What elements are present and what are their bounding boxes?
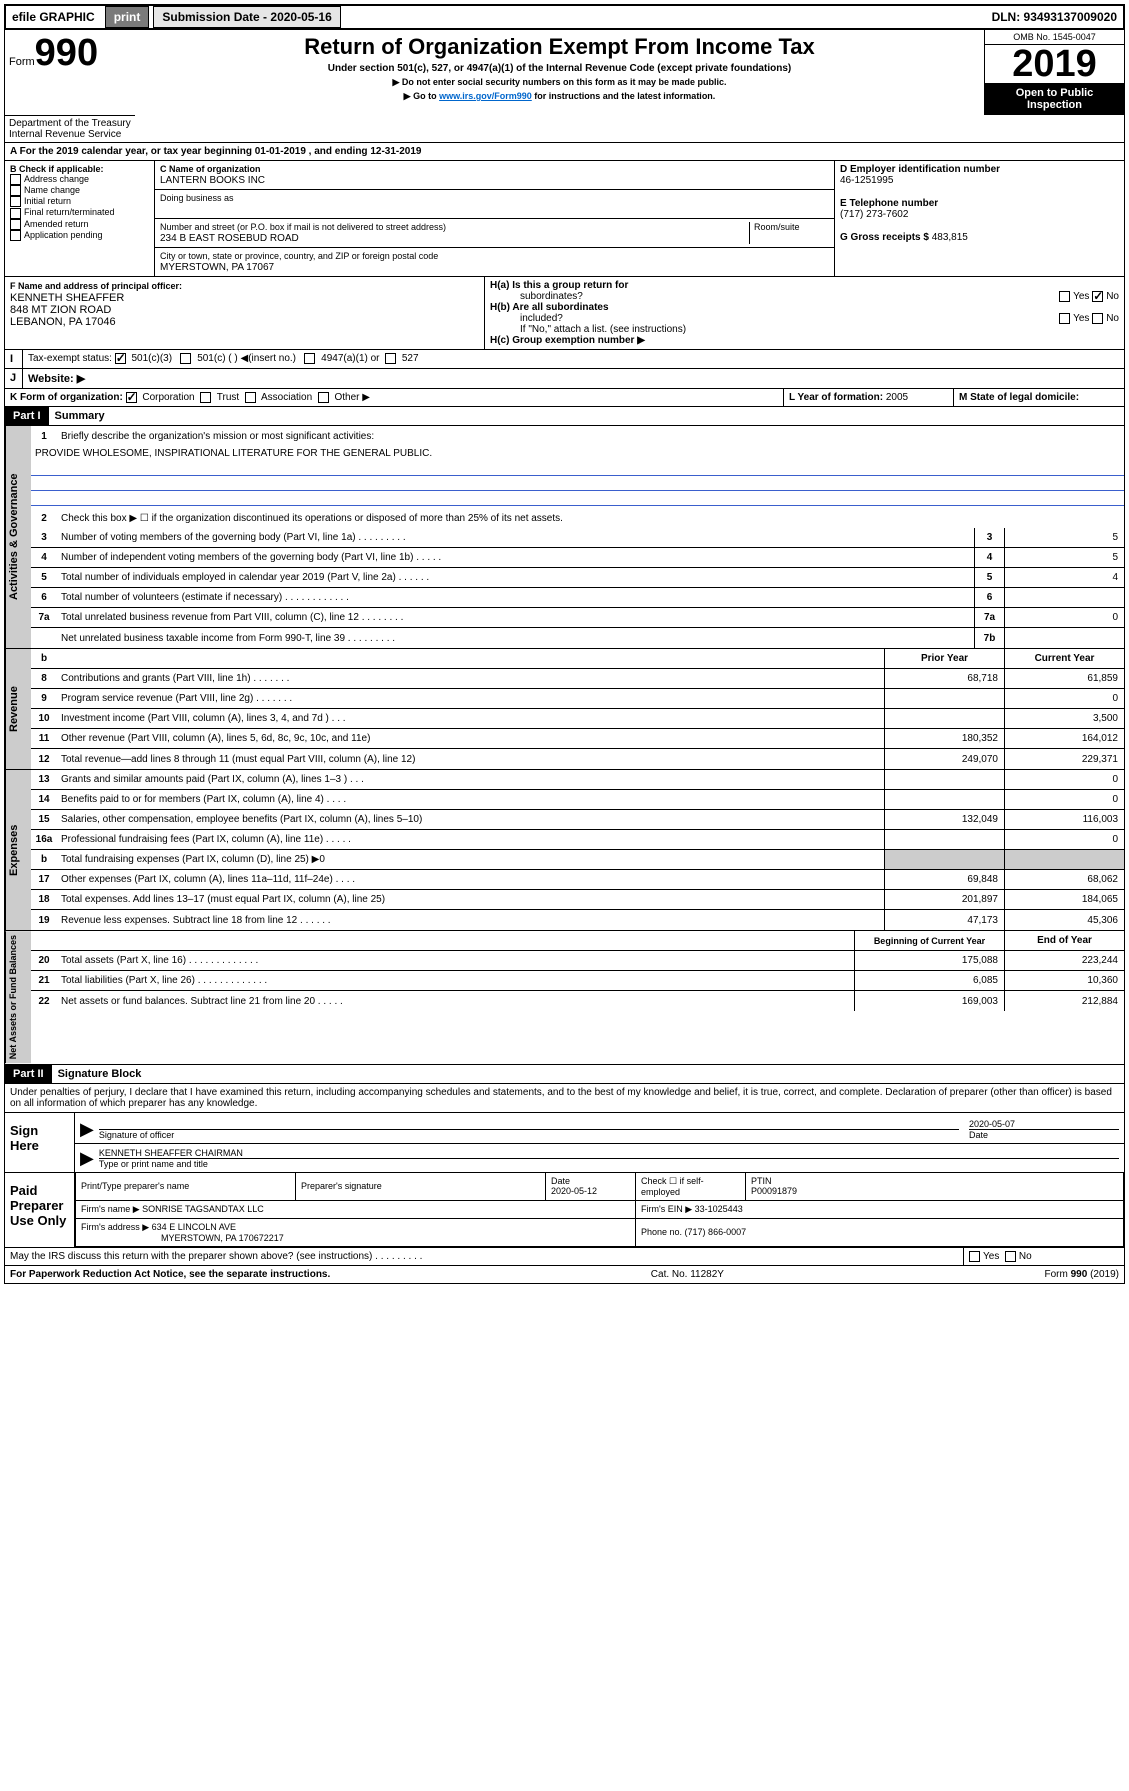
side-net: Net Assets or Fund Balances [5, 931, 31, 1063]
topbar: efile GRAPHIC print Submission Date - 20… [4, 4, 1125, 30]
perjury-text: Under penalties of perjury, I declare th… [4, 1084, 1125, 1113]
year-block: OMB No. 1545-0047 2019 Open to PublicIns… [984, 30, 1124, 115]
box-i: Tax-exempt status: 501(c)(3) 501(c) ( ) … [23, 350, 1124, 368]
side-expenses: Expenses [5, 770, 31, 930]
pra-notice: For Paperwork Reduction Act Notice, see … [10, 1269, 330, 1280]
form-footer: Form 990 (2019) [1045, 1269, 1119, 1280]
mission: PROVIDE WHOLESOME, INSPIRATIONAL LITERAT… [31, 446, 1124, 461]
part2-badge: Part II [5, 1065, 52, 1083]
efile-label: efile GRAPHIC [6, 7, 101, 27]
preparer-table: Print/Type preparer's namePreparer's sig… [75, 1173, 1124, 1247]
box-l: L Year of formation: 2005 [784, 389, 954, 406]
dln: DLN: 93493137009020 [986, 7, 1123, 27]
sign-here-label: Sign Here [5, 1113, 75, 1172]
box-j: Website: ▶ [23, 369, 1124, 388]
box-k: K Form of organization: Corporation Trus… [5, 389, 784, 406]
submission-date: Submission Date - 2020-05-16 [153, 6, 340, 28]
print-button[interactable]: print [105, 6, 150, 28]
box-h: H(a) Is this a group return for subordin… [485, 277, 1124, 349]
box-m: M State of legal domicile: [954, 389, 1124, 406]
paid-preparer-label: Paid Preparer Use Only [5, 1173, 75, 1247]
form-id-block: Form990 [5, 30, 135, 115]
box-b: B Check if applicable: Address change Na… [5, 161, 155, 276]
form-title-block: Return of Organization Exempt From Incom… [135, 30, 984, 115]
form-title: Return of Organization Exempt From Incom… [139, 34, 980, 60]
irs-link[interactable]: www.irs.gov/Form990 [439, 91, 532, 101]
cat-no: Cat. No. 11282Y [651, 1269, 724, 1280]
box-f: F Name and address of principal officer:… [5, 277, 485, 349]
box-d-e-g: D Employer identification number 46-1251… [834, 161, 1124, 276]
side-governance: Activities & Governance [5, 426, 31, 648]
section-a: A For the 2019 calendar year, or tax yea… [4, 143, 1125, 161]
dept-treasury: Department of the TreasuryInternal Reven… [5, 115, 135, 142]
part1-badge: Part I [5, 407, 49, 425]
box-c: C Name of organizationLANTERN BOOKS INC … [155, 161, 834, 276]
side-revenue: Revenue [5, 649, 31, 769]
